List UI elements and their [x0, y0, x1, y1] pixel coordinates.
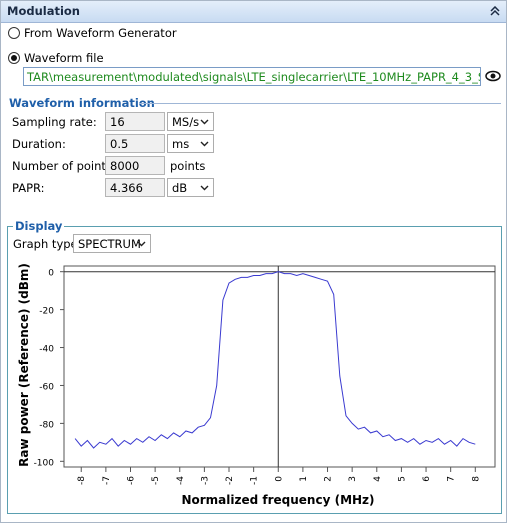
- x-tick-label: 7: [447, 476, 457, 482]
- graph-type-value: SPECTRUM: [78, 237, 141, 251]
- chart: Raw power (Reference) (dBm) Normalized f…: [17, 263, 496, 507]
- dropdown-arrow: [200, 141, 209, 147]
- graph-type-label: Graph type:: [13, 237, 82, 251]
- radio-label: From Waveform Generator: [24, 26, 177, 40]
- x-tick-label: -6: [126, 476, 136, 485]
- header-title: Modulation: [7, 4, 80, 18]
- x-tick-label: 6: [422, 476, 432, 482]
- unit-value: dB: [172, 181, 188, 195]
- value-field: 8000: [105, 156, 165, 175]
- dropdown-arrow: [200, 185, 209, 191]
- unit-select[interactable]: MS/s: [167, 112, 214, 131]
- row-label: Sampling rate:: [12, 115, 97, 129]
- unit-value: ms: [172, 137, 190, 151]
- display-group: [7, 226, 502, 514]
- unit-value: MS/s: [172, 115, 200, 129]
- header-bar: Modulation: [1, 1, 506, 23]
- radio-label: Waveform file: [24, 51, 104, 65]
- unit-select[interactable]: ms: [167, 134, 214, 153]
- value-field: 16: [105, 112, 165, 131]
- x-tick-label: 2: [324, 476, 334, 482]
- x-tick-label: -3: [200, 476, 210, 485]
- x-tick-label: 5: [397, 476, 407, 482]
- x-tick-label: 1: [299, 476, 309, 482]
- row-label: Duration:: [12, 137, 66, 151]
- file-path-input[interactable]: TAR\measurement\modulated\signals\LTE_si…: [23, 67, 481, 86]
- x-axis-title: Normalized frequency (MHz): [181, 493, 374, 507]
- row-label: Number of points:: [12, 159, 116, 173]
- x-tick-label: -2: [225, 476, 235, 485]
- x-tick-label: -5: [151, 476, 161, 485]
- radio-generator[interactable]: [8, 27, 20, 39]
- y-tick-label: -100: [34, 458, 55, 468]
- x-tick-label: -1: [250, 476, 260, 485]
- section-rule: [139, 103, 501, 104]
- plot-area: [63, 265, 496, 468]
- x-tick-label: 3: [348, 476, 358, 482]
- y-tick-label: -80: [39, 420, 54, 430]
- x-tick-label: -7: [102, 476, 112, 485]
- preview-icon[interactable]: [485, 69, 501, 83]
- y-tick-label: 0: [48, 269, 54, 279]
- section-title: Waveform information: [9, 96, 155, 110]
- radio-file[interactable]: [8, 52, 20, 64]
- x-tick-label: -8: [77, 476, 87, 485]
- y-tick-label: -60: [39, 382, 54, 392]
- graph-type-select[interactable]: SPECTRUM: [73, 234, 151, 253]
- x-tick-label: 4: [373, 476, 383, 482]
- y-tick-label: -40: [39, 345, 54, 355]
- unit-select[interactable]: dB: [167, 178, 214, 197]
- dropdown-arrow: [200, 119, 209, 125]
- x-tick-label: 0: [274, 476, 284, 482]
- unit-label: points: [170, 159, 206, 173]
- row-label: PAPR:: [12, 181, 45, 195]
- y-tick-label: -20: [39, 307, 54, 317]
- value-field: 0.5: [105, 134, 165, 153]
- y-axis-title: Raw power (Reference) (dBm): [17, 263, 31, 467]
- x-tick-label: 8: [471, 476, 481, 482]
- spectrum-line: [74, 271, 476, 449]
- value-field: 4.366: [105, 178, 165, 197]
- collapse-button[interactable]: [490, 6, 500, 16]
- section-title: Display: [13, 219, 65, 233]
- x-tick-label: -4: [176, 476, 186, 485]
